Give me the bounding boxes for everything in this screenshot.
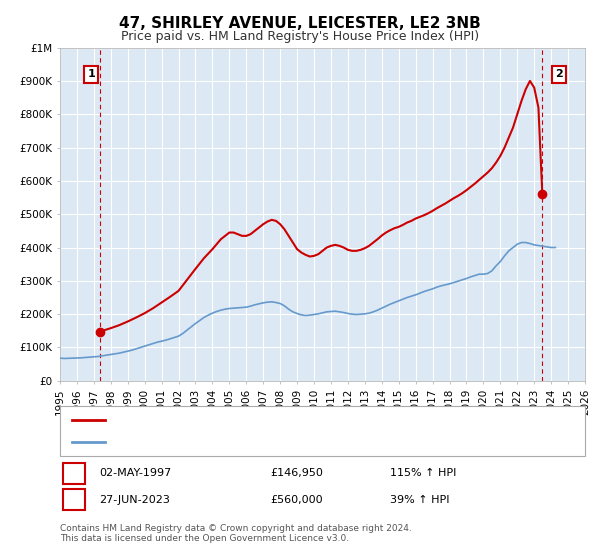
Text: 27-JUN-2023: 27-JUN-2023 xyxy=(99,494,170,505)
Text: 2: 2 xyxy=(556,69,563,80)
Text: 47, SHIRLEY AVENUE, LEICESTER, LE2 3NB (detached house): 47, SHIRLEY AVENUE, LEICESTER, LE2 3NB (… xyxy=(111,415,427,425)
Text: 1: 1 xyxy=(70,468,77,478)
Text: £146,950: £146,950 xyxy=(270,468,323,478)
Text: £560,000: £560,000 xyxy=(270,494,323,505)
Text: 1: 1 xyxy=(87,69,95,80)
Text: 02-MAY-1997: 02-MAY-1997 xyxy=(99,468,171,478)
Text: HPI: Average price, detached house, Leicester: HPI: Average price, detached house, Leic… xyxy=(111,437,352,447)
Text: Contains HM Land Registry data © Crown copyright and database right 2024.
This d: Contains HM Land Registry data © Crown c… xyxy=(60,524,412,543)
Text: 2: 2 xyxy=(70,494,77,505)
Text: 39% ↑ HPI: 39% ↑ HPI xyxy=(390,494,449,505)
Text: Price paid vs. HM Land Registry's House Price Index (HPI): Price paid vs. HM Land Registry's House … xyxy=(121,30,479,43)
Text: 47, SHIRLEY AVENUE, LEICESTER, LE2 3NB: 47, SHIRLEY AVENUE, LEICESTER, LE2 3NB xyxy=(119,16,481,31)
Text: 115% ↑ HPI: 115% ↑ HPI xyxy=(390,468,457,478)
